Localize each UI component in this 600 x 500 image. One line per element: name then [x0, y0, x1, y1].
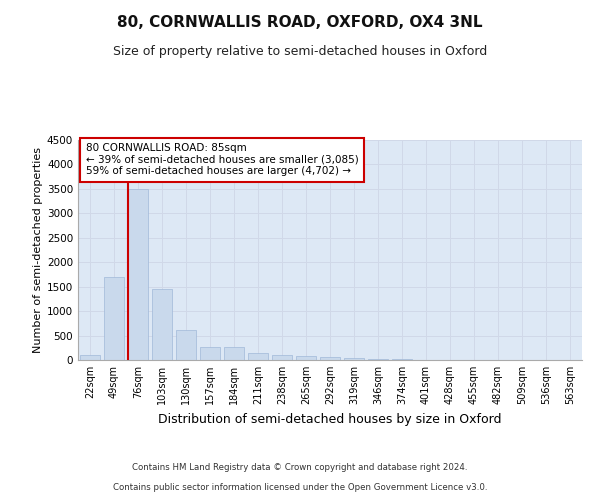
Text: 80, CORNWALLIS ROAD, OXFORD, OX4 3NL: 80, CORNWALLIS ROAD, OXFORD, OX4 3NL [117, 15, 483, 30]
Bar [344, 358, 364, 360]
Bar [200, 347, 220, 360]
Text: Contains public sector information licensed under the Open Government Licence v3: Contains public sector information licen… [113, 484, 487, 492]
Text: Contains HM Land Registry data © Crown copyright and database right 2024.: Contains HM Land Registry data © Crown c… [132, 464, 468, 472]
Bar [272, 355, 292, 360]
Bar [80, 355, 100, 360]
Bar [104, 277, 124, 360]
Bar [320, 357, 340, 360]
Bar [224, 348, 244, 360]
Bar [152, 289, 172, 360]
Text: 80 CORNWALLIS ROAD: 85sqm
← 39% of semi-detached houses are smaller (3,085)
59% : 80 CORNWALLIS ROAD: 85sqm ← 39% of semi-… [86, 144, 358, 176]
Bar [128, 189, 148, 360]
X-axis label: Distribution of semi-detached houses by size in Oxford: Distribution of semi-detached houses by … [158, 412, 502, 426]
Bar [176, 330, 196, 360]
Bar [296, 356, 316, 360]
Bar [368, 358, 388, 360]
Bar [392, 359, 412, 360]
Y-axis label: Number of semi-detached properties: Number of semi-detached properties [33, 147, 43, 353]
Text: Size of property relative to semi-detached houses in Oxford: Size of property relative to semi-detach… [113, 45, 487, 58]
Bar [248, 353, 268, 360]
